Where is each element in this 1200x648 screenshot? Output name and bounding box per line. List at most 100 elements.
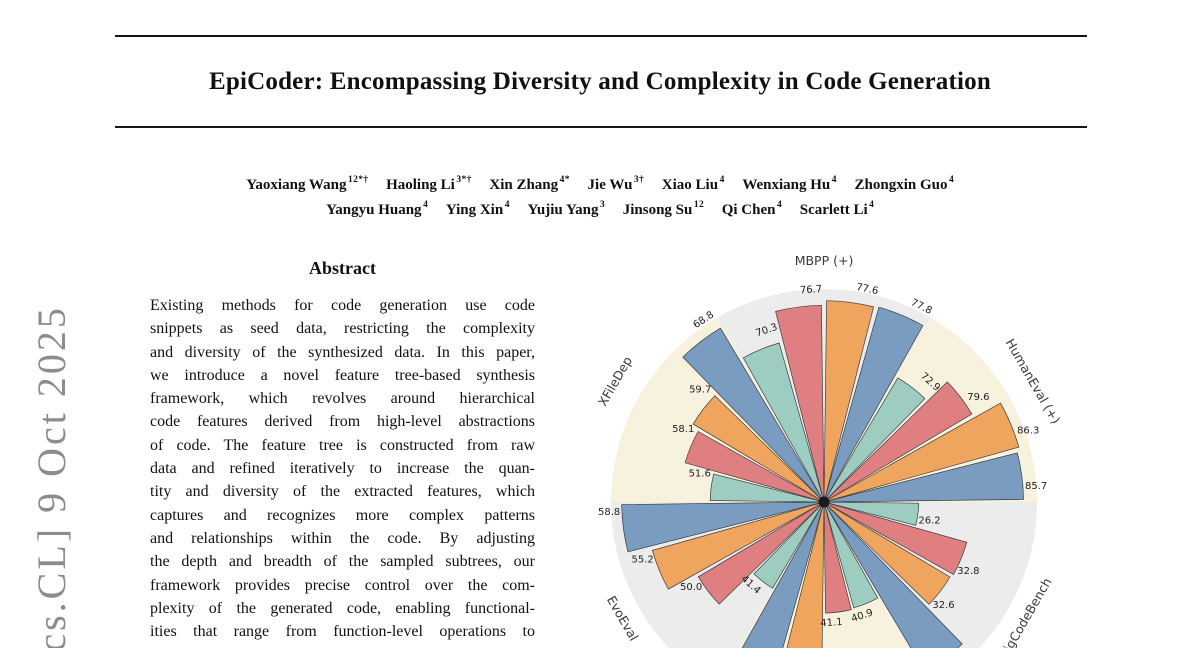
chart-bar (823, 501, 963, 648)
authors-line-2: Yangyu Huang 4 Ying Xin 4 Yujiu Yang 3 Jinsong… (60, 200, 1140, 219)
chart-value-label: 79.6 (967, 392, 989, 403)
author-affiliation-sup: 1 2 * † (347, 175, 369, 185)
chart-axis-label: MBPP (+) (795, 253, 854, 268)
chart-bar (753, 501, 825, 589)
author: Yangyu Huang 4 (326, 200, 428, 219)
chart-bar (682, 327, 825, 503)
author-affiliation-sup: 3 * † (456, 175, 472, 185)
author-name: Scarlett Li (799, 202, 868, 218)
author-name: Yujiu Yang (527, 202, 599, 218)
chart-sector-bg (611, 317, 824, 502)
chart-bar (823, 501, 879, 609)
chart-bar (742, 342, 825, 503)
author-affiliation-sup: 1 2 (693, 200, 704, 210)
author: Qi Chen 4 (722, 200, 782, 219)
abstract-line: and diversity of the synthesized data. I… (150, 343, 535, 361)
author-name: Yangyu Huang (326, 202, 422, 218)
author: Wenxiang Hu 4 (742, 175, 836, 194)
abstract-line: ities that range from function-level ope… (150, 623, 535, 641)
author-name: Ying Xin (445, 202, 504, 218)
chart-bar (823, 381, 973, 503)
abstract-line: framework provides precise control over … (150, 576, 535, 594)
abstract-line: we introduce a novel feature tree-based … (150, 366, 535, 384)
abstract-heading: Abstract (309, 258, 376, 278)
title-rule-bottom (115, 126, 1087, 128)
chart-value-label: 70.3 (754, 322, 779, 339)
chart-axis-label: HumanEval (+) (1003, 336, 1064, 426)
chart-value-label: 77.8 (909, 297, 934, 317)
chart-value-label: 72.9 (918, 371, 942, 394)
chart-sector-bg (739, 502, 909, 648)
author: Ying Xin 4 (445, 200, 510, 219)
abstract-line: Existing methods for code generation use… (150, 297, 535, 314)
author-name: Xiao Liu (661, 177, 719, 193)
chart-bar (823, 377, 926, 503)
chart-bar (823, 300, 875, 503)
author: Jinsong Su 1 2 (623, 200, 704, 219)
chart-bar (684, 431, 825, 503)
abstract-body: Existing methods for code generation use… (150, 294, 535, 643)
chart-value-label: 77.6 (855, 282, 879, 297)
chart-sector-bg (824, 502, 1037, 648)
chart-value-label: 55.2 (631, 555, 653, 566)
chart-axis-label: BigCodeBench (996, 575, 1054, 648)
authors-line-1: Yaoxiang Wang 1 2 * † Haoling Li 3 * † Xin Z… (60, 175, 1140, 194)
chart-value-label: 51.6 (689, 469, 711, 480)
chart-value-label: 58.8 (598, 507, 620, 518)
chart-bar (741, 501, 825, 648)
chart-center-dot (818, 496, 830, 508)
chart-value-label: 59.7 (689, 384, 711, 395)
chart-value-label: 41.4 (739, 574, 763, 597)
chart-sector-bg (717, 288, 931, 502)
author: Jie Wu 3 † (587, 175, 644, 194)
author: Zhongxin Guo 4 (854, 175, 954, 194)
chart-bar (786, 501, 825, 648)
author: Xin Zhang 4 * (489, 175, 570, 194)
chart-value-label: 41.1 (820, 617, 843, 629)
chart-value-label: 32.8 (957, 566, 979, 577)
author-affiliation-sup: 4 * (559, 175, 570, 185)
abstract-line: tity and diversity of the extracted feat… (150, 483, 535, 501)
author: Yaoxiang Wang 1 2 * † (246, 175, 369, 194)
chart-bar (697, 501, 825, 605)
chart-bar (651, 501, 825, 590)
chart-value-label: 86.3 (1017, 426, 1039, 437)
author-name: Wenxiang Hu (742, 177, 831, 193)
chart-value-label: 40.9 (850, 607, 875, 624)
author-affiliation-sup: 4 (504, 200, 510, 210)
chart-bar (775, 304, 825, 503)
chart-bar (823, 501, 968, 575)
arxiv-sidebar-banner: [cs.CL] 9 Oct 2025 (29, 305, 74, 648)
chart-value-label: 26.2 (918, 516, 940, 527)
abstract-line: data and refined iteratively to increase… (150, 460, 535, 478)
abstract-line: of code. The feature tree is constructed… (150, 436, 535, 454)
author-affiliation-sup: 4 (776, 200, 782, 210)
abstract-line: and relationships within the code. By ad… (150, 529, 535, 547)
author-name: Zhongxin Guo (854, 177, 948, 193)
author: Scarlett Li 4 (799, 200, 874, 219)
abstract-line: code features derived from high-level ab… (150, 413, 535, 431)
author-affiliation-sup: 3 † (633, 175, 644, 185)
author-name: Xin Zhang (489, 177, 559, 193)
abstract-line: captures and recognizes more complex pat… (150, 506, 535, 524)
chart-value-label: 76.7 (800, 284, 823, 296)
chart-bar (823, 501, 852, 614)
title-rule-top (115, 35, 1087, 37)
abstract-line: plexity of the generated code, enabling … (150, 599, 535, 617)
abstract-line: snippets as seed data, restricting the c… (150, 320, 535, 338)
author: Xiao Liu 4 (661, 175, 725, 194)
author-name: Yaoxiang Wang (246, 177, 347, 193)
chart-bar (709, 473, 825, 503)
chart-value-label: 32.6 (932, 600, 954, 611)
author-affiliation-sup: 4 (948, 175, 954, 185)
page-title: EpiCoder: Encompassing Diversity and Com… (209, 68, 991, 95)
chart-axis-label: XFileDep (595, 354, 635, 409)
chart-value-label: 68.8 (691, 310, 716, 331)
chart-sector-bg (824, 317, 1037, 502)
chart-value-label: 58.1 (672, 424, 694, 435)
chart-bar (823, 501, 920, 526)
author-name: Jie Wu (587, 177, 633, 193)
author-affiliation-sup: 4 (869, 200, 874, 210)
abstract-line: framework, which revolves around hierarc… (150, 390, 535, 408)
